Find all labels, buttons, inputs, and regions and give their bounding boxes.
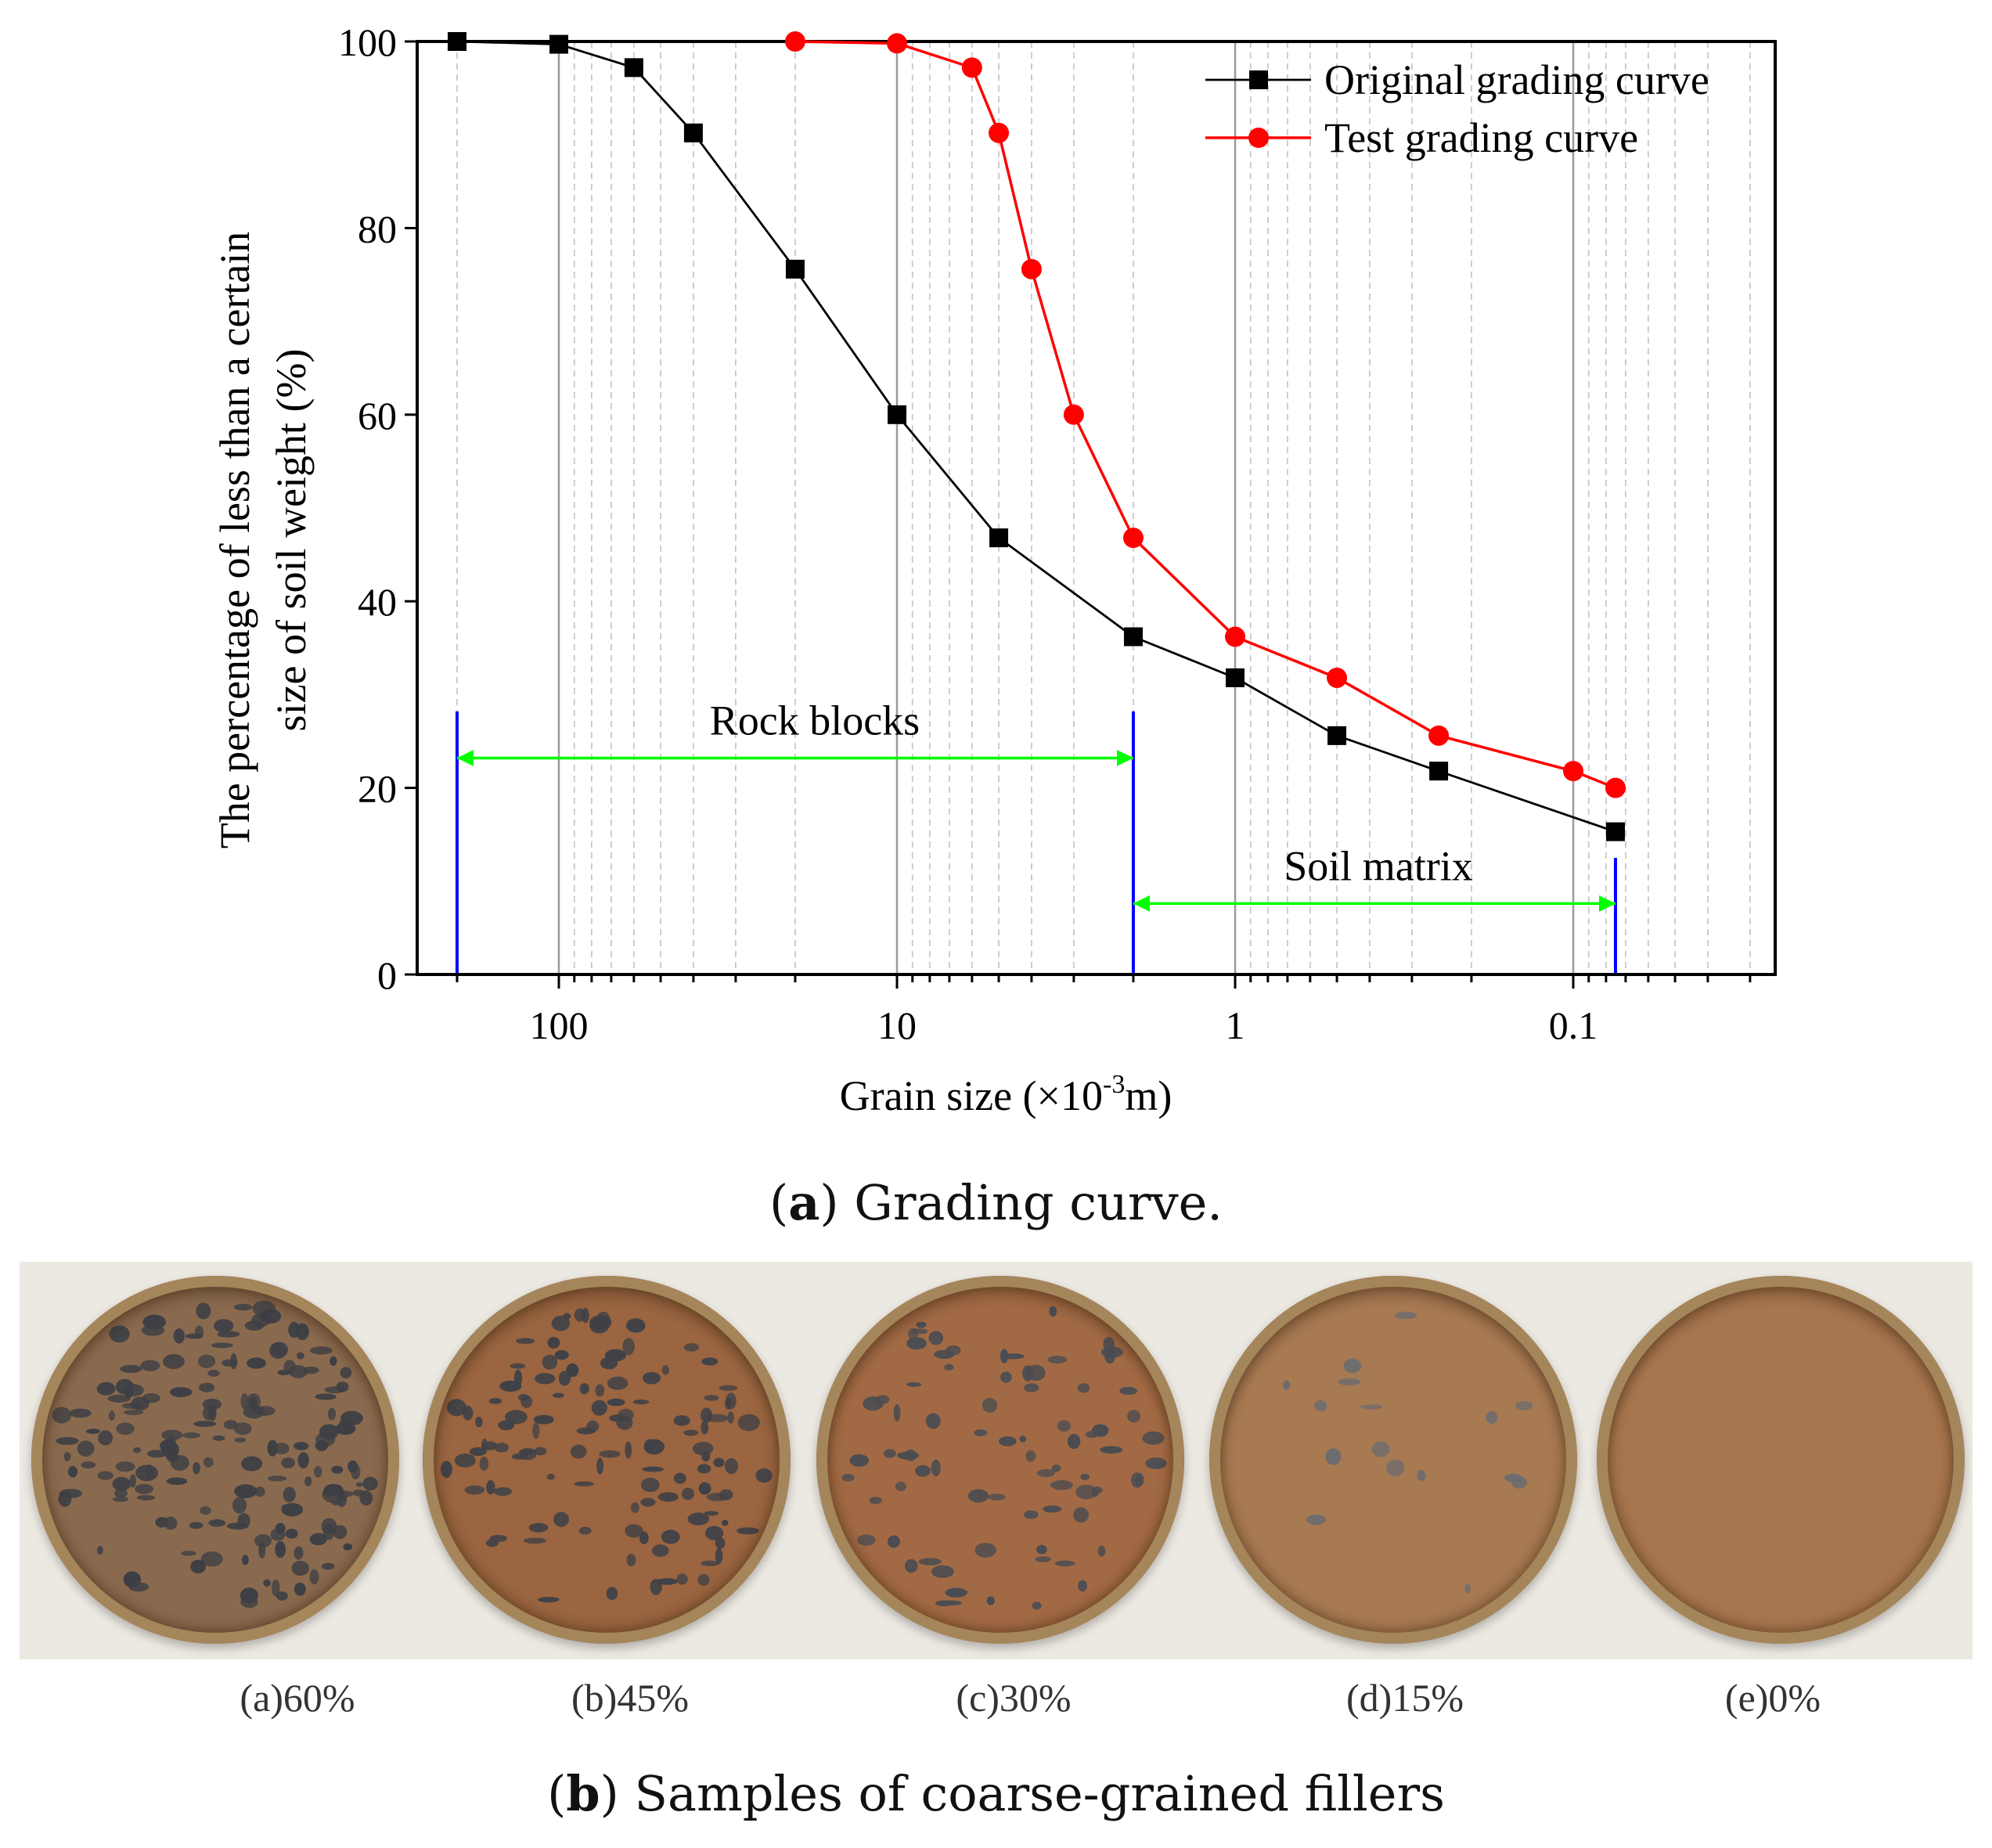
sample-label: (a)60% <box>240 1676 355 1720</box>
data-point <box>1605 822 1625 841</box>
x-tick-label: 100 <box>530 1003 589 1047</box>
caption-a: (a) Grading curve. <box>769 1174 1223 1231</box>
legend-marker <box>1249 70 1268 89</box>
data-point <box>989 122 1010 143</box>
data-point <box>549 34 568 54</box>
data-point <box>1428 725 1450 746</box>
data-point <box>888 405 906 424</box>
data-point <box>1563 761 1583 782</box>
sample-label: (b)45% <box>571 1676 689 1720</box>
data-point <box>1123 627 1143 647</box>
sample-photos <box>20 1262 1972 1659</box>
sample-photo <box>20 1262 411 1659</box>
caption-a-text: Grading curve. <box>854 1174 1223 1231</box>
data-point <box>1605 777 1626 798</box>
x-axis-label: Grain size (×10-3m) <box>840 1070 1173 1119</box>
sample-photo <box>411 1262 802 1659</box>
caption-b-text: Samples of coarse-grained fillers <box>634 1765 1445 1822</box>
data-point <box>1226 668 1245 687</box>
sample-rim <box>31 1276 399 1644</box>
data-point <box>624 58 643 77</box>
data-point <box>784 31 805 52</box>
legend-marker <box>1248 128 1269 148</box>
plot-frame <box>416 40 1777 976</box>
grid-lines <box>456 41 1751 974</box>
legend-label: Original grading curve <box>1324 56 1709 103</box>
data-point <box>785 259 805 279</box>
data-point <box>1429 762 1449 781</box>
range-annotation: Soil matrix <box>1284 842 1473 889</box>
y-tick-label: 20 <box>358 767 397 811</box>
y-axis-label-line1: The percentage of less than a certain <box>211 232 258 849</box>
axis-ticks: 0 20 40 60 80 100 100 10 1 0.1 <box>338 20 1752 1047</box>
series <box>447 31 1626 841</box>
sample-rim <box>1597 1276 1965 1644</box>
sample-photo <box>1198 1262 1589 1659</box>
series-line <box>456 40 1616 833</box>
y-tick-label: 80 <box>358 207 397 250</box>
data-point <box>989 528 1009 548</box>
legend: Original grading curve Test grading curve <box>1205 56 1709 161</box>
caption-b: (b) Samples of coarse-grained fillers <box>547 1765 1445 1822</box>
legend-label: Test grading curve <box>1324 114 1638 161</box>
data-point <box>887 33 907 54</box>
sample-rim <box>423 1276 791 1644</box>
caption-b-letter: b <box>566 1765 600 1822</box>
caption-a-letter: a <box>788 1174 820 1231</box>
range-annotation: Rock blocks <box>710 697 920 744</box>
range-arrows: Rock blocks Soil matrix <box>456 697 1616 912</box>
data-point <box>1327 726 1347 745</box>
x-tick-label: 0.1 <box>1549 1003 1598 1047</box>
data-point <box>447 32 466 51</box>
series-line <box>794 40 1616 790</box>
sample-rim <box>1209 1276 1577 1644</box>
data-point <box>1021 258 1042 279</box>
data-point <box>1122 528 1144 549</box>
sample-photo <box>802 1262 1198 1659</box>
sample-label: (e)0% <box>1724 1676 1821 1720</box>
sample-label: (c)30% <box>956 1676 1072 1720</box>
data-point <box>1327 667 1348 688</box>
data-point <box>961 57 982 78</box>
x-tick-label: 10 <box>877 1003 917 1047</box>
data-point <box>1225 626 1245 647</box>
data-point <box>1063 404 1084 425</box>
data-point <box>683 123 703 142</box>
y-axis-label-line2: size of soil weight (%) <box>268 349 315 732</box>
y-tick-label: 100 <box>338 20 397 64</box>
y-tick-label: 0 <box>377 953 397 997</box>
sample-rim <box>816 1276 1184 1644</box>
y-tick-label: 60 <box>358 394 397 438</box>
y-tick-label: 40 <box>358 580 397 624</box>
sample-label: (d)15% <box>1346 1676 1464 1720</box>
x-tick-label: 1 <box>1226 1003 1245 1047</box>
sample-photo <box>1589 1262 1972 1659</box>
